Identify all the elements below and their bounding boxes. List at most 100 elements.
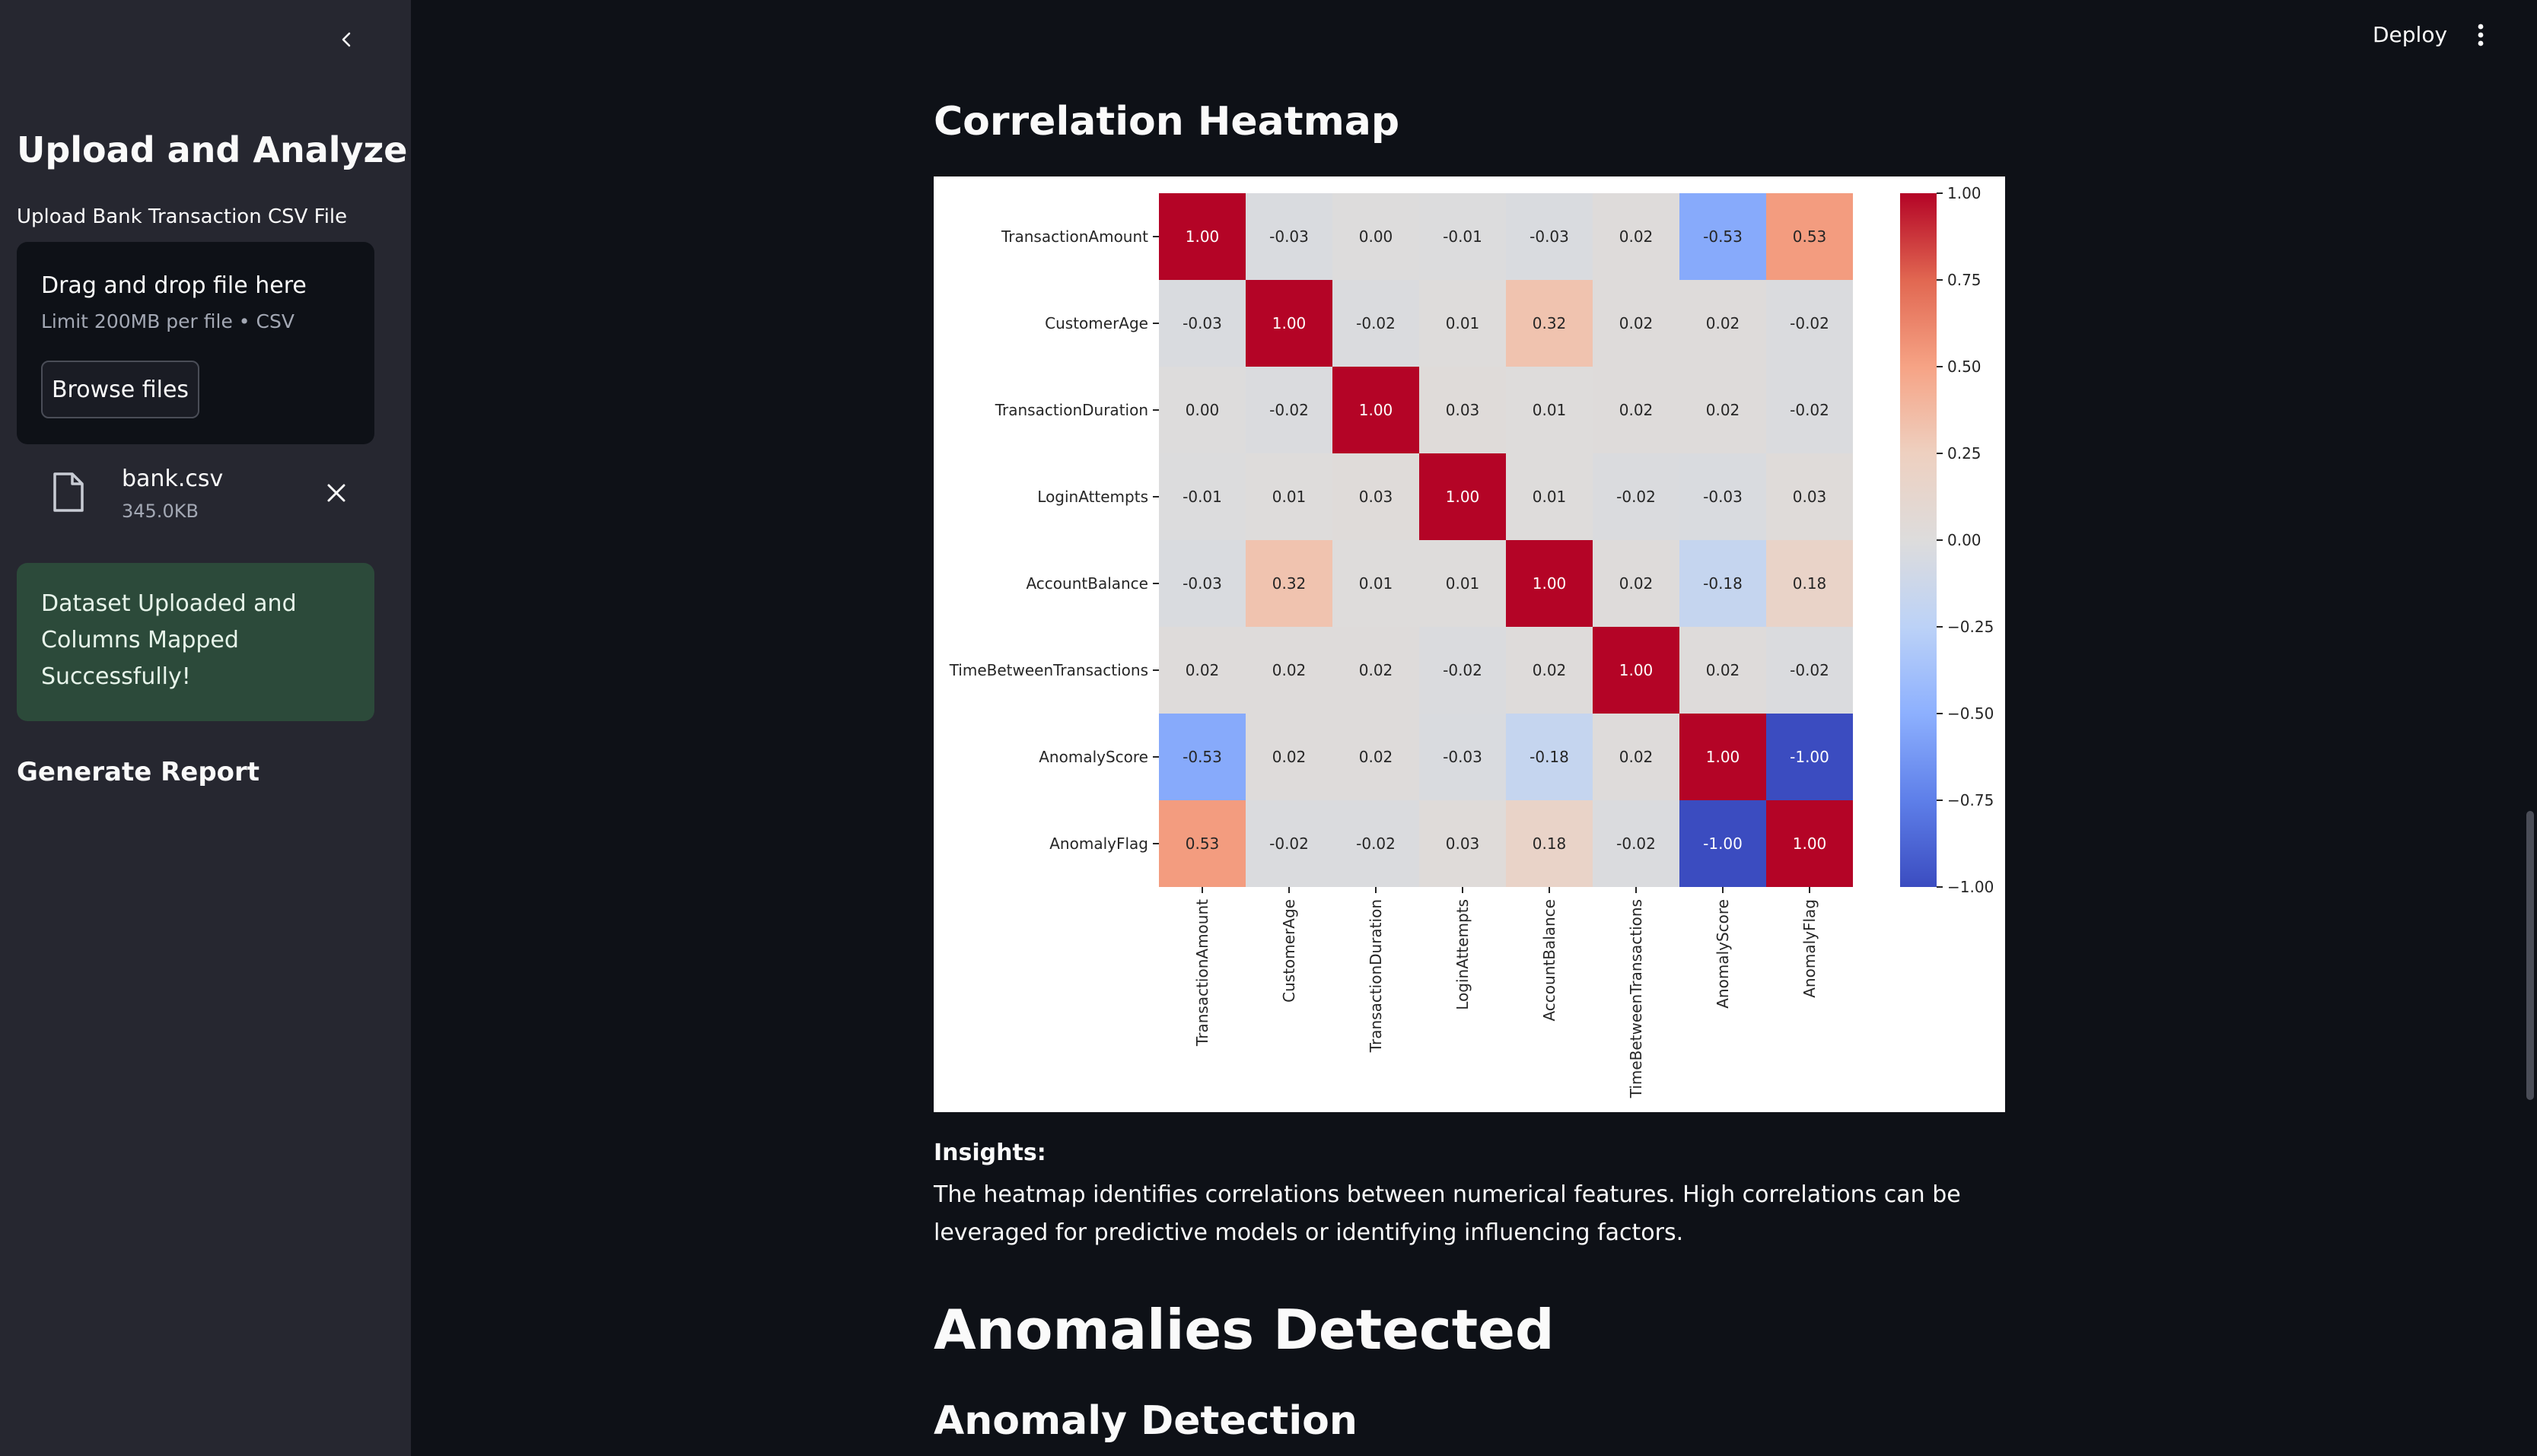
- heatmap-cell-value: -0.02: [1269, 834, 1309, 853]
- heatmap-cell-value: 1.00: [1706, 748, 1740, 766]
- heatmap-cell-value: 0.03: [1446, 401, 1480, 419]
- heatmap-cell: [1332, 193, 1419, 280]
- file-size: 345.0KB: [122, 501, 199, 522]
- heatmap-cell: [1246, 627, 1332, 714]
- heatmap-cell: [1246, 367, 1332, 453]
- heatmap-cell: [1506, 627, 1593, 714]
- anomaly-detection-title: Anomaly Detection: [934, 1398, 1358, 1444]
- heatmap-cell: [1593, 540, 1679, 627]
- heatmap-cell-value: -0.18: [1703, 574, 1743, 593]
- heatmap-cell-value: 1.00: [1186, 227, 1220, 246]
- heatmap-cell: [1332, 627, 1419, 714]
- generate-report-title: Generate Report: [17, 757, 260, 787]
- heatmap-row-label: LoginAttempts: [1037, 488, 1148, 506]
- colorbar: [1900, 193, 1937, 887]
- heatmap-cell-value: 0.01: [1533, 488, 1567, 506]
- heatmap-cell-value: -0.02: [1616, 488, 1656, 506]
- heatmap-cell: [1679, 367, 1766, 453]
- heatmap-cell: [1593, 800, 1679, 887]
- heatmap-cell-value: 0.02: [1619, 314, 1654, 332]
- collapse-sidebar-button[interactable]: [332, 24, 362, 55]
- heatmap-cell: [1246, 280, 1332, 367]
- heatmap-cell: [1332, 714, 1419, 800]
- heatmap-cell-value: -0.02: [1356, 314, 1396, 332]
- dropzone-main-text: Drag and drop file here: [41, 272, 307, 299]
- colorbar-tick-label: −0.50: [1947, 704, 1994, 723]
- heatmap-cell: [1332, 280, 1419, 367]
- main-menu-button[interactable]: [2465, 18, 2496, 52]
- heatmap-cell: [1419, 193, 1506, 280]
- heatmap-cell-value: 1.00: [1619, 661, 1654, 679]
- heatmap-cell-value: 1.00: [1359, 401, 1393, 419]
- heatmap-cell: [1593, 193, 1679, 280]
- colorbar-tick-label: −0.25: [1947, 618, 1994, 636]
- heatmap-cell-value: 1.00: [1272, 314, 1307, 332]
- remove-file-button[interactable]: [321, 478, 352, 508]
- heatmap-cell-value: -0.03: [1443, 748, 1482, 766]
- heatmap-cell: [1506, 453, 1593, 540]
- heatmap-column-label: TransactionDuration: [1367, 899, 1385, 1053]
- heatmap-cell-value: 0.00: [1186, 401, 1220, 419]
- heatmap-cell: [1593, 280, 1679, 367]
- heatmap-row-label: TransactionDuration: [995, 401, 1148, 419]
- heatmap-cell: [1332, 540, 1419, 627]
- heatmap-cell: [1766, 540, 1853, 627]
- page-scrollbar[interactable]: [2526, 811, 2534, 1100]
- heatmap-cell: [1679, 800, 1766, 887]
- insights-label: Insights:: [934, 1140, 1046, 1166]
- deploy-button[interactable]: Deploy: [2359, 15, 2461, 53]
- heatmap-cell: [1332, 453, 1419, 540]
- heatmap-cell: [1766, 453, 1853, 540]
- heatmap-cell: [1506, 193, 1593, 280]
- heatmap-cell-value: -1.00: [1703, 834, 1743, 853]
- heatmap-cell-value: 0.02: [1706, 401, 1740, 419]
- heatmap-cell: [1159, 453, 1246, 540]
- heatmap-cell: [1766, 714, 1853, 800]
- heatmap-cell-value: 0.02: [1186, 661, 1220, 679]
- heatmap-cell: [1246, 540, 1332, 627]
- heatmap-cell-value: -0.03: [1183, 314, 1222, 332]
- heatmap-cell-value: 0.03: [1359, 488, 1393, 506]
- heatmap-cell-value: 0.53: [1793, 227, 1827, 246]
- heatmap-cell: [1246, 193, 1332, 280]
- heatmap-cell-value: 0.02: [1619, 227, 1654, 246]
- heatmap-cell: [1159, 367, 1246, 453]
- heatmap-cell: [1506, 280, 1593, 367]
- heatmap-cell-value: 0.01: [1446, 314, 1480, 332]
- heatmap-section-title: Correlation Heatmap: [934, 99, 1400, 145]
- colorbar-tick-label: 0.25: [1947, 444, 1982, 463]
- heatmap-cell-value: 0.03: [1446, 834, 1480, 853]
- heatmap-cell-value: 0.01: [1533, 401, 1567, 419]
- heatmap-row-label: AccountBalance: [1026, 574, 1148, 593]
- heatmap-cell-value: 1.00: [1446, 488, 1480, 506]
- heatmap-cell-value: -0.53: [1183, 748, 1222, 766]
- heatmap-cell-value: -0.02: [1269, 401, 1309, 419]
- heatmap-cell: [1766, 800, 1853, 887]
- insights-text: The heatmap identifies correlations betw…: [934, 1181, 1961, 1246]
- heatmap-row-label: AnomalyScore: [1039, 748, 1148, 766]
- heatmap-cell: [1419, 367, 1506, 453]
- heatmap-cell: [1506, 800, 1593, 887]
- chevron-left-icon: [342, 32, 351, 47]
- heatmap-cell: [1246, 453, 1332, 540]
- heatmap-column-label: AnomalyFlag: [1800, 899, 1819, 998]
- heatmap-cell: [1766, 280, 1853, 367]
- heatmap-cell: [1419, 627, 1506, 714]
- anomalies-detected-title: Anomalies Detected: [934, 1298, 1555, 1362]
- heatmap-cell-value: 0.02: [1272, 661, 1307, 679]
- colorbar-tick-label: 0.75: [1947, 271, 1982, 289]
- correlation-heatmap: 1.00 -0.03 0.00 -0.01 -0.03 0.02 -0.53 0.53 -0.0…: [934, 176, 2005, 1112]
- heatmap-cell-value: 0.02: [1272, 748, 1307, 766]
- browse-files-button[interactable]: Browse files: [41, 361, 199, 418]
- heatmap-cell-value: 0.32: [1533, 314, 1567, 332]
- heatmap-column-label: AccountBalance: [1540, 899, 1558, 1022]
- heatmap-cell-value: 0.02: [1619, 401, 1654, 419]
- heatmap-cell: [1419, 453, 1506, 540]
- file-dropzone[interactable]: Drag and drop file here Limit 200MB per …: [17, 242, 374, 444]
- heatmap-cell: [1766, 193, 1853, 280]
- heatmap-cell: [1593, 367, 1679, 453]
- heatmap-cell-value: -0.01: [1183, 488, 1222, 506]
- colorbar-tick-label: −1.00: [1947, 878, 1994, 896]
- heatmap-cell: [1419, 280, 1506, 367]
- heatmap-cell: [1593, 453, 1679, 540]
